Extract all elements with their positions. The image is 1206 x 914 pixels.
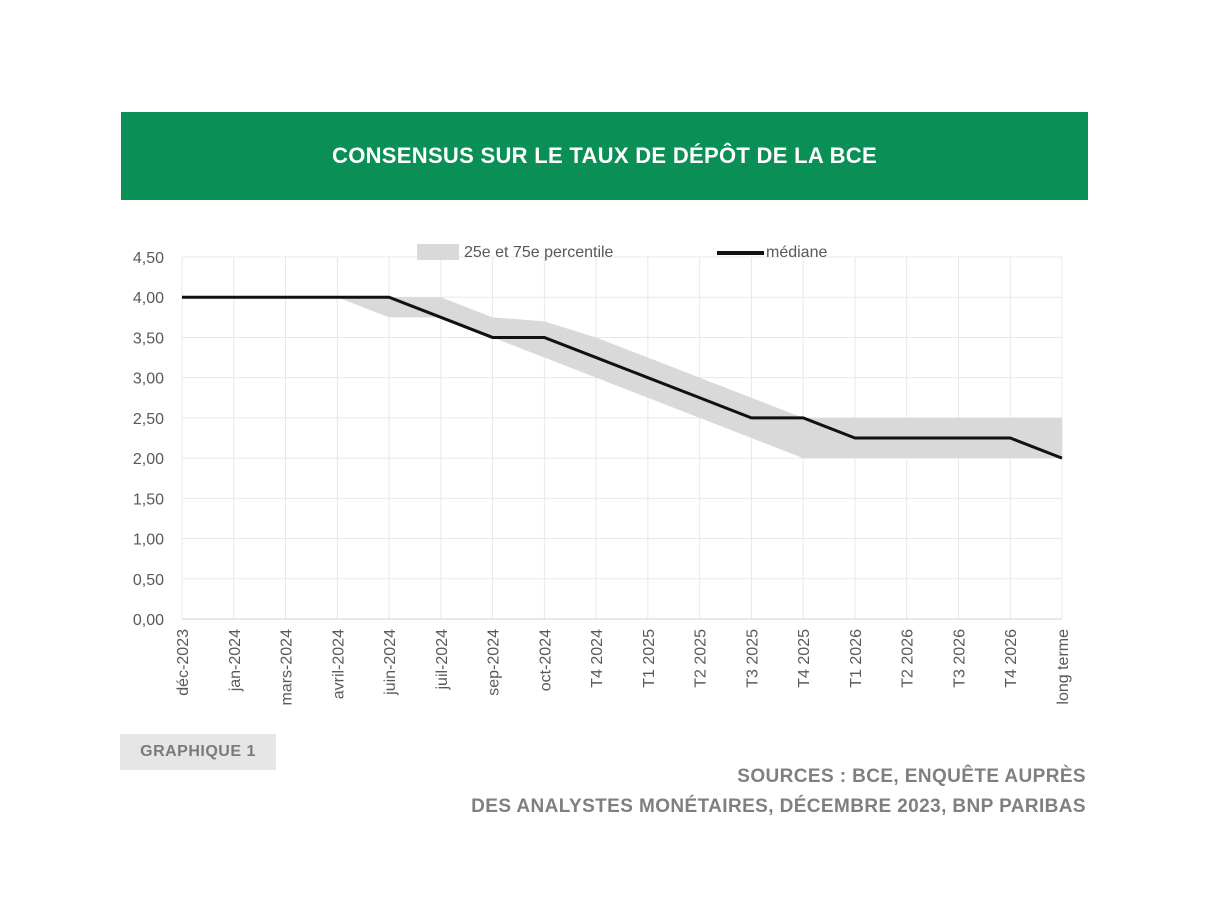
y-tick-label: 0,00 (133, 612, 164, 629)
x-tick-label: long terme (1055, 629, 1072, 705)
x-tick-label: mars-2024 (279, 629, 296, 706)
x-tick-label: jan-2024 (227, 629, 244, 692)
y-tick-label: 1,00 (133, 532, 164, 549)
x-tick-label: juin-2024 (382, 629, 399, 696)
y-tick-label: 4,50 (133, 250, 164, 267)
y-tick-label: 1,50 (133, 491, 164, 508)
y-tick-label: 3,00 (133, 371, 164, 388)
sources-line-1: SOURCES : BCE, ENQUÊTE AUPRÈS (737, 766, 1086, 787)
x-tick-label: T3 2025 (744, 629, 761, 688)
x-tick-label: sep-2024 (486, 629, 503, 696)
x-tick-label: oct-2024 (537, 629, 554, 691)
x-tick-label: T2 2026 (900, 629, 917, 688)
x-tick-label: T1 2026 (848, 629, 865, 688)
x-tick-label: T4 2025 (796, 629, 813, 688)
y-tick-label: 2,50 (133, 411, 164, 428)
x-tick-label: déc-2023 (175, 629, 192, 696)
x-tick-label: T2 2025 (693, 629, 710, 688)
x-tick-label: T3 2026 (951, 629, 968, 688)
median-line (182, 295, 1063, 460)
y-tick-label: 4,00 (133, 290, 164, 307)
y-tick-label: 3,50 (133, 330, 164, 347)
legend-label-median: médiane (766, 244, 827, 261)
chart-title-band: CONSENSUS SUR LE TAUX DE DÉPÔT DE LA BCE (121, 112, 1088, 200)
sources-line-2: DES ANALYSTES MONÉTAIRES, DÉCEMBRE 2023,… (471, 796, 1086, 817)
legend-swatch-band (417, 244, 459, 260)
x-tick-label: T4 2026 (1003, 629, 1020, 688)
x-tick-label: avril-2024 (330, 629, 347, 699)
percentile-band (182, 297, 1062, 459)
x-tick-label: T1 2025 (641, 629, 658, 688)
y-tick-label: 0,50 (133, 572, 164, 589)
legend-label-band: 25e et 75e percentile (464, 244, 614, 261)
figure-badge: GRAPHIQUE 1 (120, 734, 276, 770)
x-tick-label: juil-2024 (434, 629, 451, 691)
sources-note: SOURCES : BCE, ENQUÊTE AUPRÈS DES ANALYS… (471, 762, 1086, 822)
chart-title: CONSENSUS SUR LE TAUX DE DÉPÔT DE LA BCE (332, 143, 877, 168)
x-tick-label: T4 2024 (589, 629, 606, 688)
y-tick-label: 2,00 (133, 451, 164, 468)
